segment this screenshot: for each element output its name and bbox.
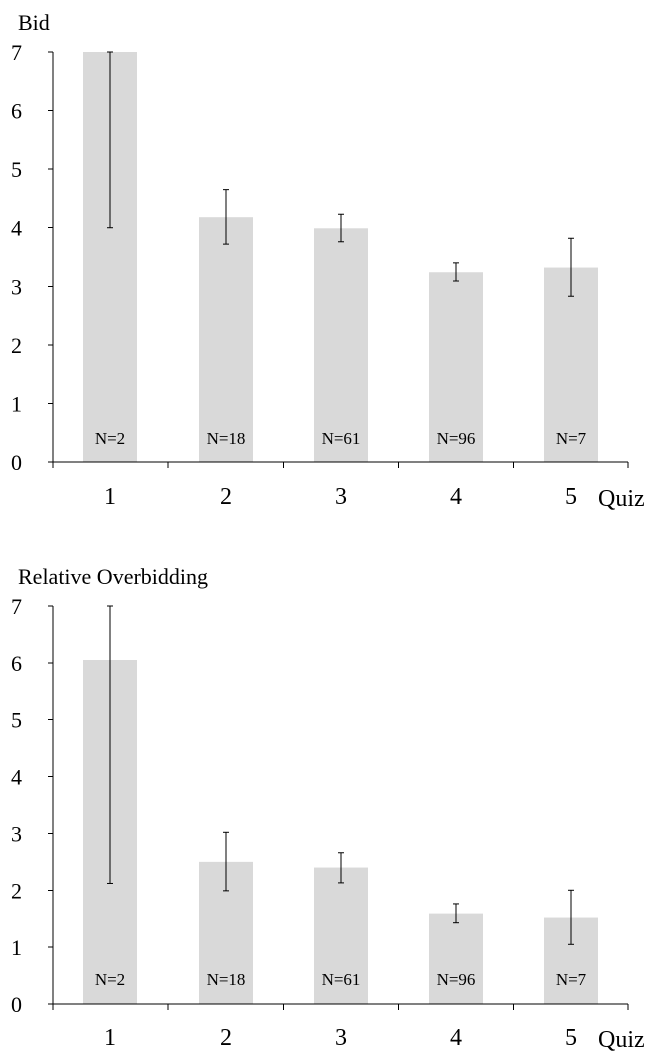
bar-n-label: N=2 — [95, 429, 125, 448]
x-axis-label: Quiz — [598, 1027, 645, 1053]
y-tick-label: 7 — [11, 40, 22, 65]
y-tick-label: 2 — [11, 878, 22, 903]
y-tick-label: 1 — [11, 935, 22, 960]
y-tick-label: 3 — [11, 274, 22, 299]
y-tick-label: 4 — [11, 765, 22, 790]
x-tick-label: 2 — [220, 484, 232, 510]
x-tick-label: 5 — [565, 1025, 577, 1051]
x-tick-label: 5 — [565, 484, 577, 510]
bar-n-label: N=7 — [556, 429, 587, 448]
y-tick-label: 4 — [11, 216, 22, 241]
error-bar-quiz-3 — [338, 852, 344, 884]
error-bar-quiz-2 — [223, 831, 229, 892]
error-bar-quiz-2 — [223, 189, 229, 245]
bar-n-label: N=18 — [207, 429, 246, 448]
bar-n-label: N=61 — [322, 970, 361, 989]
error-bar-quiz-5 — [568, 237, 574, 297]
x-tick-label: 4 — [450, 484, 462, 510]
x-tick-label: 1 — [104, 1025, 116, 1051]
y-axis-label: Bid — [18, 10, 50, 35]
error-bar-quiz-4 — [453, 903, 459, 924]
error-bar-quiz-1 — [107, 51, 113, 229]
y-tick-label: 5 — [11, 157, 22, 182]
x-tick-label: 4 — [450, 1025, 462, 1051]
bar-n-label: N=7 — [556, 970, 587, 989]
bar-n-label: N=2 — [95, 970, 125, 989]
bar-quiz-3 — [314, 228, 368, 462]
bar-n-label: N=61 — [322, 429, 361, 448]
x-tick-label: 2 — [220, 1025, 232, 1051]
y-tick-label: 0 — [11, 450, 22, 475]
y-tick-label: 7 — [11, 594, 22, 619]
y-tick-label: 3 — [11, 821, 22, 846]
x-tick-label: 1 — [104, 484, 116, 510]
bar-n-label: N=18 — [207, 970, 246, 989]
bar-quiz-2 — [199, 217, 253, 462]
bar-quiz-4 — [429, 272, 483, 462]
y-tick-label: 0 — [11, 992, 22, 1017]
y-tick-label: 1 — [11, 391, 22, 416]
y-axis-label: Relative Overbidding — [18, 564, 208, 589]
bar-quiz-3 — [314, 867, 368, 1004]
y-tick-label: 5 — [11, 708, 22, 733]
x-tick-label: 3 — [335, 484, 347, 510]
bid-chart: Bid N=2 N=18 N=61 N=96 N=7 0 1 2 3 4 5 6 7 1 2 3 4 5 Quiz — [11, 10, 645, 512]
x-tick-label: 3 — [335, 1025, 347, 1051]
error-bar-quiz-3 — [338, 213, 344, 243]
error-bar-quiz-1 — [107, 605, 113, 884]
bar-n-label: N=96 — [437, 429, 476, 448]
y-tick-label: 6 — [11, 651, 22, 676]
relative-overbidding-chart: Relative Overbidding N=2 N=18 N=61 N=96 N=7 0 1… — [11, 564, 645, 1053]
x-axis-label: Quiz — [598, 486, 645, 512]
bar-quiz-4 — [429, 913, 483, 1004]
y-tick-label: 2 — [11, 333, 22, 358]
bar-quiz-5 — [544, 267, 598, 462]
y-tick-label: 6 — [11, 99, 22, 124]
bar-n-label: N=96 — [437, 970, 476, 989]
error-bar-quiz-5 — [568, 889, 574, 945]
error-bar-quiz-4 — [453, 262, 459, 282]
